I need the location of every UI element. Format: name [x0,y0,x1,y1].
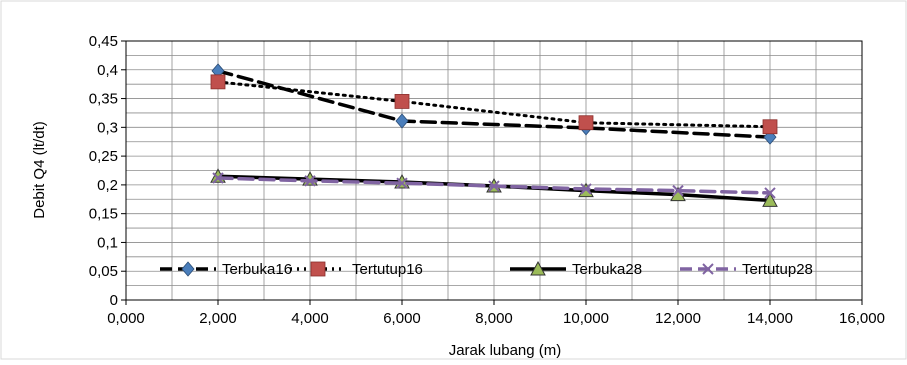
x-tick-label: 12,000 [655,310,701,327]
x-tick-label: 16,000 [839,310,885,327]
data-point [580,183,592,195]
legend-label: Tertutup16 [352,261,423,278]
y-tick-label: 0,25 [89,148,118,165]
y-tick-label: 0,1 [97,234,118,251]
legend-marker [702,263,714,275]
legend-marker [310,261,326,277]
data-point [762,119,778,135]
y-tick-label: 0 [110,292,118,309]
axes: 0,000 2,000 4,000 6,000 8,000 10,000 12,000 14,… [89,33,885,327]
data-point [672,184,684,197]
data-point [764,187,776,199]
x-tick-label: 6,000 [383,310,421,327]
y-tick-label: 0,15 [89,206,118,223]
y-tick-label: 0,45 [89,33,118,50]
data-point [762,192,778,207]
x-tick-label: 0,000 [107,310,145,327]
legend-label: Terbuka28 [572,261,642,278]
x-tick-label: 8,000 [475,310,513,327]
series-line [216,69,772,139]
legend-marker [181,261,195,277]
y-axis-title: Debit Q4 (lt/dt) [31,121,48,219]
x-tick-label: 4,000 [291,310,329,327]
gridlines [126,41,862,300]
x-axis-title: Jarak lubang (m) [449,342,562,359]
legend-label: Tertutup28 [742,261,813,278]
y-tick-label: 0,3 [97,119,118,136]
legend: Terbuka16 Tertutup16 Terbuka28 Tertutup28 [160,260,813,278]
y-tick-label: 0,4 [97,62,118,79]
legend-marker [530,260,546,276]
data-point [488,180,500,192]
series-line [216,80,772,129]
x-tick-label: 2,000 [199,310,237,327]
y-tick-label: 0,2 [97,177,118,194]
data-point [212,172,224,184]
data-point [394,94,410,109]
series-group [210,63,778,207]
data-point [304,175,316,187]
data-point [395,113,409,129]
data-point [396,177,408,189]
x-tick-label: 10,000 [563,310,609,327]
y-tick-label: 0,05 [89,263,118,280]
y-tick-label: 0,35 [89,91,118,108]
legend-label: Terbuka16 [222,261,292,278]
data-point [210,74,226,90]
data-point [578,115,594,131]
x-tick-label: 14,000 [747,310,793,327]
